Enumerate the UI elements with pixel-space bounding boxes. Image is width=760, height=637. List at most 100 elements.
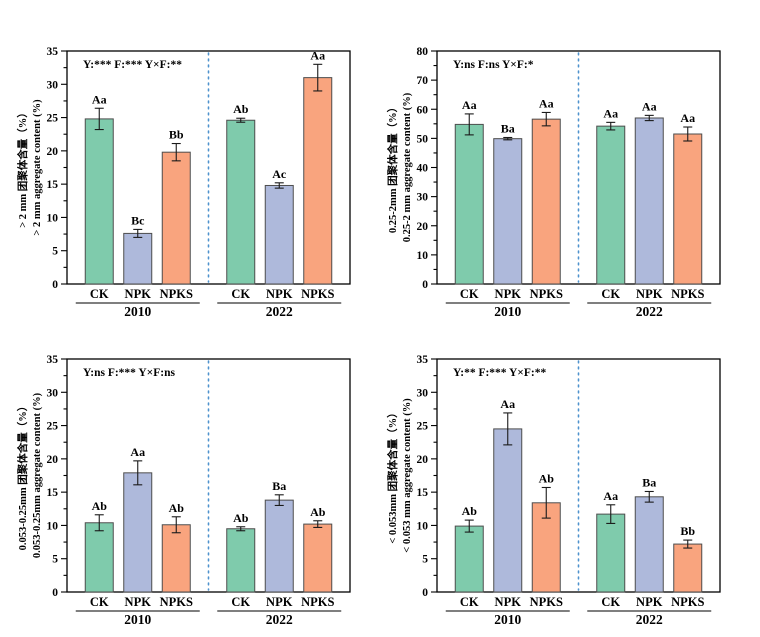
y-tick-label: 30 bbox=[417, 387, 429, 399]
sig-letter: Aa bbox=[603, 106, 618, 120]
x-category-label: NPKS bbox=[530, 595, 563, 609]
bar-CK-2010 bbox=[84, 522, 114, 593]
x-category-label: CK bbox=[231, 287, 250, 301]
x-category-label: NPKS bbox=[160, 595, 193, 609]
y-tick-label: 5 bbox=[52, 246, 58, 258]
y-tick-label: 0 bbox=[52, 279, 58, 291]
sig-letter: Aa bbox=[539, 96, 554, 110]
year-label: 2022 bbox=[636, 612, 663, 627]
year-label: 2010 bbox=[494, 304, 521, 319]
bar-NPK-2010 bbox=[493, 138, 523, 285]
y-tick-label: 35 bbox=[417, 354, 429, 366]
sig-letter: Ab bbox=[462, 504, 478, 518]
year-label: 2022 bbox=[266, 304, 293, 319]
bar-NPKS-2022 bbox=[673, 133, 703, 285]
y-tick-label: 30 bbox=[417, 192, 429, 204]
y-tick-label: 15 bbox=[47, 179, 59, 191]
y-tick-label: 10 bbox=[47, 520, 59, 532]
year-label: 2022 bbox=[266, 612, 293, 627]
y-axis-label-en: 0.053-0.25mm aggregate content (%) bbox=[32, 392, 43, 558]
bar-CK-2010 bbox=[454, 123, 484, 285]
y-tick-label: 0 bbox=[422, 587, 428, 599]
bar-NPKS-2010 bbox=[161, 151, 191, 285]
y-tick-label: 80 bbox=[417, 46, 429, 58]
sig-letter: Bb bbox=[680, 524, 695, 538]
x-category-label: CK bbox=[90, 287, 109, 301]
bar-CK-2022 bbox=[226, 528, 256, 593]
x-category-label: NPK bbox=[636, 595, 663, 609]
y-tick-label: 25 bbox=[47, 113, 59, 125]
panel-0.25-2mm: 0 10 20 30 40 50 60 70 80 0.25-2mm 团聚体含量（%） 0.25-2… bbox=[370, 0, 760, 320]
x-category-label: NPK bbox=[266, 287, 293, 301]
x-category-label: CK bbox=[601, 595, 620, 609]
sig-letter: Aa bbox=[500, 397, 515, 411]
bar-CK-2022 bbox=[596, 125, 626, 285]
y-axis-label-zh: > 2 mm 团聚体含量（%） bbox=[16, 107, 29, 228]
stats-annotation: Y:*** F:*** Y×F:** bbox=[83, 59, 182, 71]
x-category-label: CK bbox=[601, 287, 620, 301]
x-category-label: NPKS bbox=[671, 287, 704, 301]
y-tick-label: 15 bbox=[47, 487, 59, 499]
y-tick-label: 10 bbox=[417, 250, 429, 262]
y-tick-label: 25 bbox=[47, 421, 59, 433]
chart-gt-2mm: 0 5 10 15 20 25 30 35 > 2 mm 团聚体含量（%） > 2 mm aggr… bbox=[16, 46, 351, 319]
sig-letter: Aa bbox=[680, 111, 695, 125]
y-tick-label: 35 bbox=[47, 354, 59, 366]
x-category-label: NPK bbox=[125, 287, 152, 301]
x-category-label: NPK bbox=[495, 287, 522, 301]
y-tick-label: 30 bbox=[47, 79, 59, 91]
year-label: 2010 bbox=[494, 612, 521, 627]
bar-CK-2022 bbox=[596, 513, 626, 593]
year-label: 2010 bbox=[124, 304, 151, 319]
bar-NPKS-2022 bbox=[303, 523, 333, 593]
year-label: 2010 bbox=[124, 612, 151, 627]
sig-letter: Ab bbox=[169, 501, 185, 515]
stats-annotation: Y:ns F:*** Y×F:ns bbox=[83, 367, 175, 379]
sig-letter: Bb bbox=[169, 128, 184, 142]
bar-NPK-2022 bbox=[264, 499, 294, 593]
y-tick-label: 60 bbox=[417, 104, 429, 116]
sig-letter: Aa bbox=[92, 92, 107, 106]
sig-letter: Ba bbox=[501, 122, 515, 136]
x-category-label: CK bbox=[90, 595, 109, 609]
y-tick-label: 10 bbox=[417, 520, 429, 532]
y-tick-label: 20 bbox=[47, 454, 59, 466]
sig-letter: Aa bbox=[130, 445, 145, 459]
bar-CK-2010 bbox=[454, 525, 484, 593]
x-category-label: NPK bbox=[636, 287, 663, 301]
chart-0.25-2mm: 0 10 20 30 40 50 60 70 80 0.25-2mm 团聚体含量（%） 0.25-2… bbox=[386, 46, 721, 319]
bar-NPK-2022 bbox=[634, 117, 664, 285]
y-tick-label: 70 bbox=[417, 75, 429, 87]
sig-letter: Aa bbox=[603, 489, 618, 503]
bar-NPK-2010 bbox=[493, 428, 523, 593]
bar-NPKS-2022 bbox=[303, 77, 333, 285]
sig-letter: Ba bbox=[642, 475, 656, 489]
sig-letter: Aa bbox=[462, 98, 477, 112]
y-tick-label: 20 bbox=[417, 221, 429, 233]
x-category-label: NPK bbox=[495, 595, 522, 609]
panel-0.053-0.25mm: 0 5 10 15 20 25 30 35 0.053-0.25mm 团聚体含量（%） 0.053… bbox=[0, 308, 390, 628]
y-tick-label: 10 bbox=[47, 212, 59, 224]
stats-annotation: Y:ns F:ns Y×F:* bbox=[453, 59, 534, 71]
panel-gt-2mm: 0 5 10 15 20 25 30 35 > 2 mm 团聚体含量（%） > 2 mm aggr… bbox=[0, 0, 390, 320]
bar-NPK-2010 bbox=[123, 232, 153, 285]
x-category-label: CK bbox=[460, 595, 479, 609]
y-axis-label-zh: 0.053-0.25mm 团聚体含量（%） bbox=[16, 401, 29, 551]
x-category-label: CK bbox=[231, 595, 250, 609]
x-category-label: NPK bbox=[266, 595, 293, 609]
bar-NPKS-2010 bbox=[531, 118, 561, 285]
y-tick-label: 0 bbox=[422, 279, 428, 291]
x-category-label: NPKS bbox=[301, 595, 334, 609]
bar-NPKS-2010 bbox=[161, 524, 191, 593]
x-category-label: NPKS bbox=[160, 287, 193, 301]
y-axis-label-zh: 0.25-2mm 团聚体含量（%） bbox=[386, 102, 399, 233]
y-tick-label: 15 bbox=[417, 487, 429, 499]
sig-letter: Ab bbox=[92, 499, 108, 513]
y-axis-label-en: < 0.053 mm aggregate content (%) bbox=[402, 398, 413, 553]
y-tick-label: 5 bbox=[52, 554, 58, 566]
stats-annotation: Y:** F:*** Y×F:** bbox=[453, 367, 546, 379]
sig-letter: Aa bbox=[310, 48, 325, 62]
y-tick-label: 30 bbox=[47, 387, 59, 399]
x-category-label: NPKS bbox=[671, 595, 704, 609]
